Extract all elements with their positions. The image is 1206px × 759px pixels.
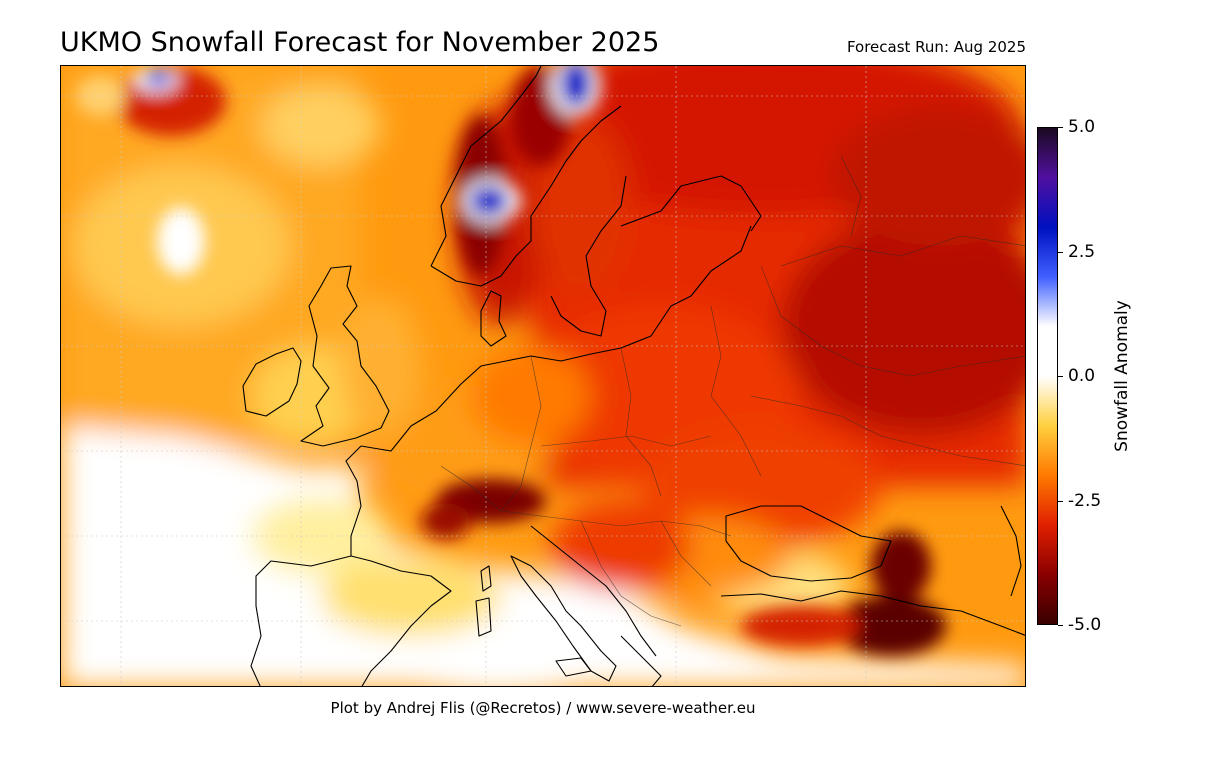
- colorbar-tick-label: 2.5: [1068, 241, 1096, 262]
- colorbar-tick: [1058, 625, 1063, 626]
- map-canvas: [61, 66, 1025, 686]
- colorbar-tick-label: 5.0: [1068, 117, 1096, 137]
- forecast-run-label: Forecast Run: Aug 2025: [846, 38, 1026, 56]
- plot-credit: Plot by Andrej Flis (@Recretos) / www.se…: [330, 699, 756, 717]
- coastlines: [242, 66, 1025, 686]
- colorbar: [1037, 127, 1058, 625]
- colorbar-tick: [1058, 127, 1063, 128]
- colorbar-tick-label: -2.5: [1068, 490, 1102, 511]
- colorbar-tick: [1058, 251, 1063, 253]
- colorbar-tick: [1058, 500, 1063, 502]
- anomaly-extremes: [76, 66, 946, 656]
- graticule: [61, 66, 1025, 686]
- colorbar-label: Snowfall Anomaly: [1112, 300, 1132, 452]
- colorbar-tick-label: -5.0: [1068, 615, 1102, 635]
- map-title: UKMO Snowfall Forecast for November 2025: [60, 27, 660, 58]
- snowfall-anomaly-map: [60, 65, 1026, 687]
- colorbar-tick: [1058, 376, 1063, 377]
- country-borders: [440, 155, 1025, 627]
- colorbar-tick-label: 0.0: [1068, 366, 1096, 386]
